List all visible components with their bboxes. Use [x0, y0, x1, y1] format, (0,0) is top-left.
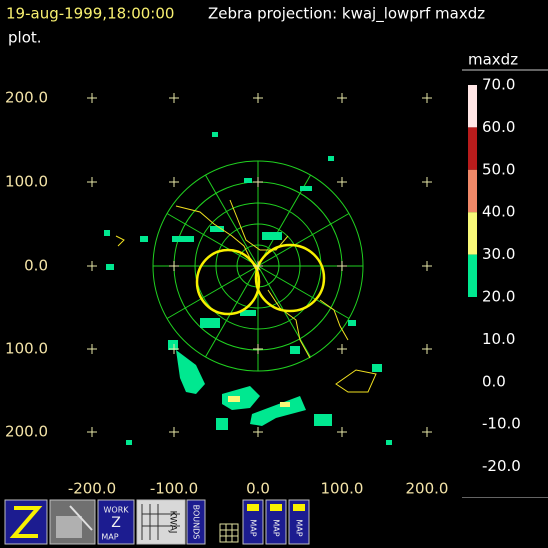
- button-label: WORK: [103, 506, 129, 515]
- button-label: MAP: [272, 519, 281, 536]
- colorbar-title: maxdz: [468, 51, 518, 69]
- grid-cross: [169, 93, 179, 103]
- colorbar-swatch: [468, 169, 477, 213]
- grid-cross: [422, 344, 432, 354]
- colorbar-label: -10.0: [482, 415, 521, 433]
- y-tick-label: 100.0: [5, 173, 48, 191]
- grid-cross: [337, 344, 347, 354]
- bounds-button[interactable]: BOUNDS: [186, 499, 206, 545]
- x-tick-label: -200.0: [68, 480, 116, 498]
- map-icon: [293, 504, 305, 511]
- plot-title-cont: plot.: [8, 29, 42, 47]
- grid-cross: [337, 261, 347, 271]
- x-tick-label: 200.0: [406, 480, 449, 498]
- colorbar-swatch: [468, 85, 477, 128]
- colorbar-label: 20.0: [482, 288, 515, 306]
- x-tick-label: -100.0: [150, 480, 198, 498]
- satellite-button[interactable]: [49, 499, 96, 545]
- map-button[interactable]: MAP: [242, 499, 264, 545]
- grid-cross: [87, 177, 97, 187]
- grid-cross: [337, 93, 347, 103]
- grid-crosses: [87, 93, 432, 437]
- grid-cross: [253, 261, 263, 271]
- map-button[interactable]: MAP: [288, 499, 310, 545]
- grid-cross: [337, 177, 347, 187]
- colorbar-swatch: [468, 127, 477, 170]
- colorbar-label: 60.0: [482, 118, 515, 136]
- colorbar-swatch: [468, 212, 477, 255]
- button-label: MAP: [295, 519, 304, 536]
- map-button[interactable]: MAP: [265, 499, 287, 545]
- grid-cross: [87, 427, 97, 437]
- y-tick-label: 0.0: [24, 257, 48, 275]
- grid-cross: [253, 93, 263, 103]
- grid-cross: [253, 427, 263, 437]
- radar-cores: [228, 396, 290, 407]
- grid-cross: [253, 177, 263, 187]
- grid-cross: [87, 261, 97, 271]
- colorbar-label: 30.0: [482, 245, 515, 263]
- grid-cross: [337, 427, 347, 437]
- grid-cross: [422, 93, 432, 103]
- y-tick-label: 200.0: [5, 423, 48, 441]
- colorbar-label: -20.0: [482, 457, 521, 475]
- grid-cross: [422, 427, 432, 437]
- timestamp: 19-aug-1999,18:00:00: [6, 5, 174, 23]
- colorbar-swatch: [468, 254, 477, 297]
- grid-cross: [169, 427, 179, 437]
- work-map-button[interactable]: WORK Z MAP: [97, 499, 135, 545]
- button-label: MAP: [249, 519, 258, 536]
- toolbar: WORK Z MAP KWAJ BOUNDS MAP MAP MAP: [0, 498, 548, 548]
- grid-cross: [87, 344, 97, 354]
- kwaj-button[interactable]: KWAJ: [136, 499, 186, 545]
- colorbar-label: 10.0: [482, 330, 515, 348]
- y-tick-label: 200.0: [5, 89, 48, 107]
- grid-cross: [169, 344, 179, 354]
- colorbar-label: 40.0: [482, 203, 515, 221]
- button-label: MAP: [101, 533, 118, 542]
- grid-cross: [87, 93, 97, 103]
- zebra-button[interactable]: [4, 499, 48, 545]
- grid-cross: [169, 261, 179, 271]
- grid-cross: [253, 344, 263, 354]
- x-tick-label: 0.0: [246, 480, 270, 498]
- button-label: Z: [111, 515, 121, 531]
- grid-cross: [169, 177, 179, 187]
- map-icon: [247, 504, 259, 511]
- colorbar-label: 50.0: [482, 160, 515, 178]
- grid-cross: [422, 177, 432, 187]
- colorbar: 70.0 60.0 50.0 40.0 30.0 20.0 10.0 0.0 -10.0 -20.…: [468, 76, 521, 475]
- plot-title: Zebra projection: kwaj_lowprf maxdz: [208, 5, 485, 24]
- scan-lobes: [195, 243, 326, 316]
- colorbar-label: 0.0: [482, 372, 506, 390]
- grid-button[interactable]: [219, 523, 239, 543]
- button-label: KWAJ: [168, 511, 178, 534]
- x-tick-label: 100.0: [321, 480, 364, 498]
- y-tick-label: 100.0: [5, 340, 48, 358]
- map-icon: [270, 504, 282, 511]
- radar-echoes: [104, 132, 392, 445]
- button-label: BOUNDS: [192, 505, 201, 540]
- colorbar-label: 70.0: [482, 76, 515, 94]
- grid-cross: [422, 261, 432, 271]
